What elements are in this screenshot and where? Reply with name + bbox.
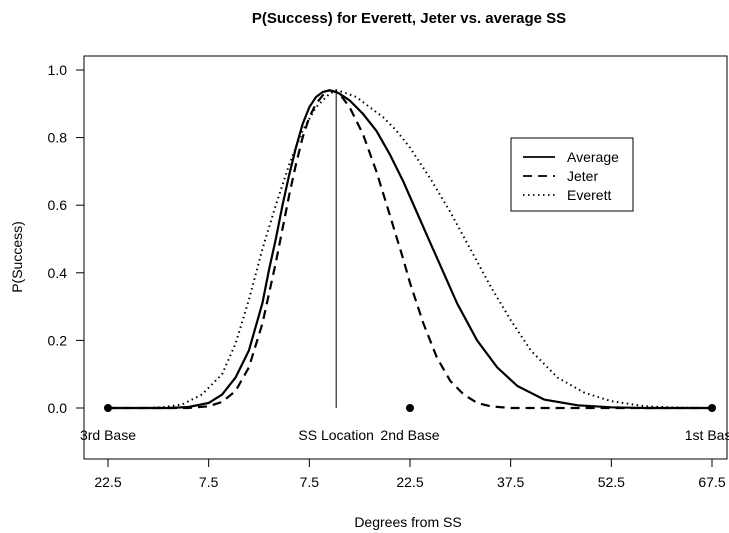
chart-title: P(Success) for Everett, Jeter vs. averag… (252, 10, 566, 27)
x-tick-label: 22.5 (94, 474, 121, 490)
y-tick-label: 0.0 (48, 400, 68, 416)
x-axis: 22.5 7.5 7.5 22.5 37.5 52.5 67.5 (94, 458, 726, 490)
plot-frame (83, 55, 728, 460)
y-tick-label: 0.8 (48, 130, 68, 146)
base-label: 1st Base (685, 427, 729, 443)
series-line-jeter (108, 89, 712, 410)
y-tick-label: 0.6 (48, 197, 68, 213)
base-label: SS Location (298, 427, 374, 443)
legend-label: Everett (567, 187, 611, 203)
series-line-everett (108, 89, 713, 409)
x-tick-label: 7.5 (199, 474, 219, 490)
plot-area (104, 89, 716, 412)
y-tick-label: 0.4 (48, 265, 68, 281)
base-marker (406, 404, 414, 412)
base-label: 3rd Base (80, 427, 136, 443)
x-tick-label: 7.5 (300, 474, 320, 490)
x-tick-label: 37.5 (497, 474, 524, 490)
x-tick-label: 22.5 (396, 474, 423, 490)
legend-box (510, 137, 634, 212)
y-tick-label: 0.2 (48, 332, 68, 348)
legend-label: Jeter (567, 168, 598, 184)
y-tick-label: 1.0 (48, 62, 68, 78)
base-marker (708, 404, 716, 412)
x-axis-title: Degrees from SS (354, 514, 461, 530)
annotations: 3rd Base SS Location 2nd Base 1st Base (80, 427, 729, 443)
y-axis: 0.0 0.2 0.4 0.6 0.8 1.0 (48, 62, 85, 416)
base-label: 2nd Base (380, 427, 439, 443)
y-axis-title: P(Success) (9, 221, 25, 293)
x-tick-label: 67.5 (698, 474, 725, 490)
x-tick-label: 52.5 (598, 474, 625, 490)
base-markers (104, 404, 716, 412)
legend: Average Jeter Everett (510, 137, 634, 212)
base-marker (104, 404, 112, 412)
legend-label: Average (567, 149, 619, 165)
